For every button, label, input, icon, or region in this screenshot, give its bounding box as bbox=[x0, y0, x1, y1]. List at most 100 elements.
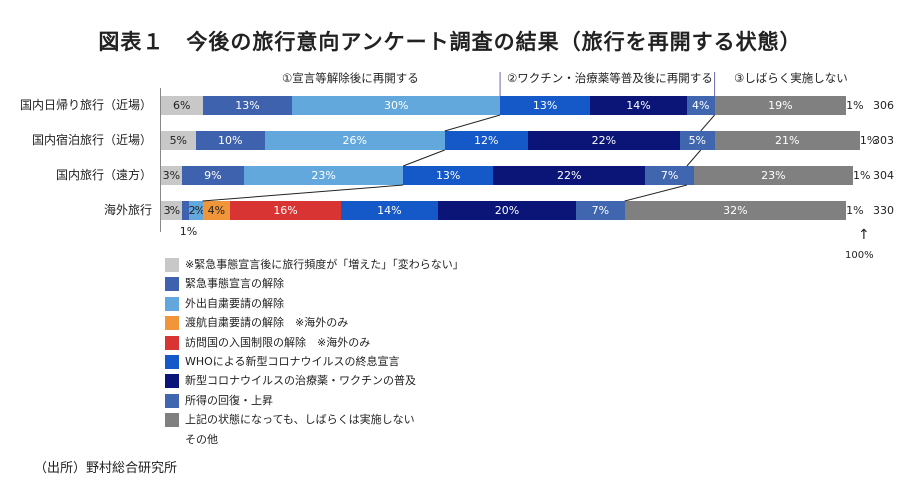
hundred-percent-label: 100% bbox=[845, 250, 874, 261]
data-label: 13% bbox=[235, 99, 260, 112]
bar-segment: 5% bbox=[161, 131, 196, 150]
legend-label: 所得の回復・上昇 bbox=[185, 393, 273, 407]
data-label: 23% bbox=[311, 169, 336, 182]
legend-swatch bbox=[165, 355, 179, 369]
bar-segment: 12% bbox=[444, 131, 528, 150]
bar-segment: 9% bbox=[181, 166, 245, 185]
sample-size: 304 bbox=[873, 169, 894, 182]
legend-item: 新型コロナウイルスの治療薬・ワクチンの普及 bbox=[165, 374, 416, 390]
bar-segment: 22% bbox=[527, 131, 680, 150]
sample-size: 306 bbox=[873, 99, 894, 112]
data-label: 1% bbox=[846, 204, 864, 217]
y-axis bbox=[160, 88, 161, 232]
data-label: 1% bbox=[179, 225, 198, 238]
data-label: 1% bbox=[859, 134, 878, 147]
data-label: 2% bbox=[188, 204, 205, 217]
bar-segment: 32% bbox=[624, 201, 847, 220]
bar-segment: 4% bbox=[202, 201, 231, 220]
bar-segment: 22% bbox=[493, 166, 646, 185]
data-label: 22% bbox=[557, 169, 582, 182]
legend-swatch bbox=[165, 316, 179, 331]
source-note: （出所）野村総合研究所 bbox=[34, 461, 178, 476]
bar-segment: 10% bbox=[195, 131, 265, 150]
bar-segment: 6% bbox=[161, 96, 203, 115]
connector-line bbox=[700, 114, 715, 132]
bar-segment: 26% bbox=[264, 131, 445, 150]
data-label: 3% bbox=[163, 204, 180, 217]
bar-segment: 2% bbox=[188, 201, 205, 220]
legend-swatch bbox=[165, 258, 179, 272]
legend-swatch bbox=[165, 335, 179, 350]
data-label: 4% bbox=[207, 204, 226, 217]
connector-line bbox=[686, 149, 702, 167]
legend-item: 上記の状態になっても、しばらくは実施しない bbox=[165, 413, 415, 429]
bar-segment: 3% bbox=[161, 201, 182, 220]
data-label: 21% bbox=[775, 134, 800, 147]
bar-segment: 5% bbox=[680, 131, 715, 150]
sample-size: 303 bbox=[873, 134, 894, 147]
data-label: 5% bbox=[688, 134, 707, 147]
legend-item: 外出自粛要請の解除 bbox=[165, 296, 284, 313]
bar-segment: 30% bbox=[292, 96, 501, 115]
data-label: 30% bbox=[384, 99, 409, 112]
data-label: 32% bbox=[723, 204, 748, 217]
chart-title: 図表１ 今後の旅行意向アンケート調査の結果（旅行を再開する状態） bbox=[98, 30, 802, 54]
legend-swatch bbox=[165, 413, 179, 428]
legend-item: 訪問国の入国制限の解除 ※海外のみ bbox=[165, 335, 371, 352]
data-label: 3% bbox=[162, 169, 181, 182]
bar-segment: 14% bbox=[340, 201, 438, 220]
data-label: 26% bbox=[342, 134, 367, 147]
bar-segment: 20% bbox=[437, 201, 577, 220]
bar-segment: 4% bbox=[686, 96, 715, 115]
row-label: 海外旅行 bbox=[103, 203, 152, 217]
data-label: 4% bbox=[692, 99, 710, 112]
legend-label: 上記の状態になっても、しばらくは実施しない bbox=[185, 413, 415, 427]
data-label: 10% bbox=[217, 134, 243, 147]
bar-segment: 3% bbox=[161, 166, 182, 185]
legend-swatch bbox=[165, 296, 179, 311]
data-label: 13% bbox=[435, 169, 461, 182]
bar-segment: 13% bbox=[202, 96, 293, 115]
bar-segment: 7% bbox=[576, 201, 625, 220]
bar-segment: 7% bbox=[645, 166, 694, 185]
bar-segment: 1% bbox=[859, 131, 877, 150]
connector-line bbox=[403, 149, 445, 167]
bar-segment: 23% bbox=[244, 166, 404, 185]
arrow-up-icon: ↑ bbox=[858, 227, 870, 243]
bar-segment: 1% bbox=[846, 201, 864, 220]
bar-segment: 1% bbox=[846, 96, 864, 115]
legend-label: 新型コロナウイルスの治療薬・ワクチンの普及 bbox=[185, 374, 416, 388]
legend-label: その他 bbox=[185, 432, 218, 446]
legend-label: 緊急事態宣言の解除 bbox=[185, 277, 284, 291]
data-label: 5% bbox=[169, 134, 188, 147]
legend-item: その他 bbox=[165, 433, 218, 449]
connector-line bbox=[624, 184, 688, 202]
legend-item: ※緊急事態宣言後に旅行頻度が「増えた」「変わらない」 bbox=[165, 258, 464, 274]
row-label: 国内宿泊旅行（近場） bbox=[31, 133, 152, 147]
data-label: 13% bbox=[532, 99, 558, 112]
data-label: 1% bbox=[853, 169, 871, 182]
data-label: 19% bbox=[768, 99, 793, 112]
legend-swatch bbox=[165, 374, 179, 389]
data-label: 9% bbox=[204, 169, 222, 182]
legend-swatch bbox=[165, 277, 179, 292]
bar-segment: 13% bbox=[403, 166, 494, 185]
legend-swatch bbox=[165, 393, 179, 408]
connector-line bbox=[444, 114, 501, 132]
bar-segment: 13% bbox=[500, 96, 591, 115]
legend-label: 訪問国の入国制限の解除 ※海外のみ bbox=[185, 335, 371, 349]
bar-segment: 1% bbox=[853, 166, 870, 185]
legend-label: WHOによる新型コロナウイルスの終息宣言 bbox=[185, 355, 400, 368]
bar-segment: 1% bbox=[180, 201, 197, 238]
legend-item: 渡航自粛要請の解除 ※海外のみ bbox=[165, 316, 348, 332]
data-label: 7% bbox=[591, 204, 610, 217]
group-label-1: ①宣言等解除後に再開する bbox=[282, 71, 419, 85]
legend-label: 渡航自粛要請の解除 ※海外のみ bbox=[185, 316, 349, 330]
bar-segment: 21% bbox=[714, 131, 860, 150]
bar-segment: 23% bbox=[693, 166, 853, 185]
group-label-3: ③しばらく実施しない bbox=[734, 71, 848, 85]
group-label-2: ②ワクチン・治療薬等普及後に再開する bbox=[507, 71, 713, 85]
sample-size: 330 bbox=[873, 204, 894, 217]
data-label: 20% bbox=[494, 204, 520, 217]
